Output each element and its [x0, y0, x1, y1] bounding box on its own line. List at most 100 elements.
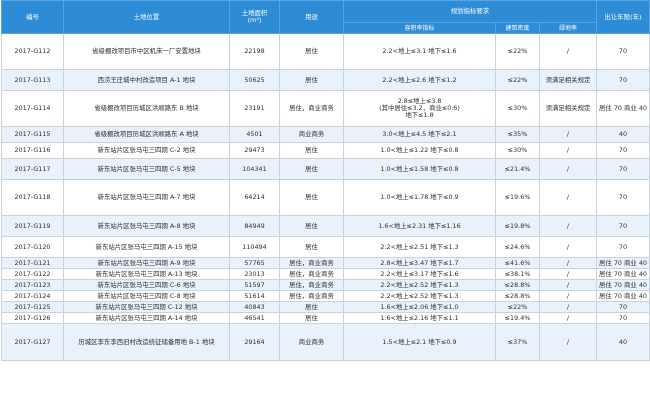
cell-green: /	[539, 142, 597, 159]
cell-use: 居住	[279, 69, 344, 91]
cell-area: 64214	[229, 179, 280, 216]
cell-density: ≤22%	[495, 69, 540, 91]
cell-use: 居住，商业商务	[279, 279, 344, 291]
table-row: 2017-G117 新东站片区张马屯三四期 C-5 地块 104341 居住 1.0<地…	[1, 158, 650, 180]
cell-use: 居住	[279, 142, 344, 159]
cell-far: 2.2<地上≤3.1 地下≤1.6	[343, 33, 496, 70]
cell-green: /	[539, 33, 597, 70]
cell-location: 新东站片区张马屯三四期 C-6 地块	[63, 279, 230, 291]
cell-area: 40843	[229, 301, 280, 313]
cell-density: ≤19.8%	[495, 215, 540, 237]
cell-area: 57765	[229, 257, 280, 269]
cell-green: /	[539, 257, 597, 269]
cell-id: 2017-G123	[1, 279, 64, 291]
cell-area: 104341	[229, 158, 280, 180]
cell-green: 须满足相关规定	[539, 69, 597, 91]
cell-term: 70	[596, 236, 650, 258]
table-row: 2017-G120 新东站片区张马屯三四期 A-15 地块 110494 居住 2.2<…	[1, 236, 650, 258]
table-row: 2017-G113 西涝王庄城中村改造项目 A-1 地块 50625 居住 2.2<地上…	[1, 69, 650, 91]
table-row: 2017-G125 新东站片区张马屯三四期 C-12 地块 40843 居住 1.6<地…	[1, 301, 650, 313]
cell-id: 2017-G120	[1, 236, 64, 258]
cell-far: 2.2<地上≤2.52 地下≤1.3	[343, 279, 496, 291]
cell-location: 新东站片区张马屯三四期 A-13 地块	[63, 268, 230, 280]
cell-use: 商业商务	[279, 323, 344, 361]
cell-use: 居住	[279, 236, 344, 258]
cell-use: 居住，商业商务	[279, 290, 344, 302]
cell-use: 居住	[279, 301, 344, 313]
cell-location: 新东站片区张马屯三四期 C-2 地块	[63, 142, 230, 159]
cell-green: /	[539, 179, 597, 216]
header-density: 建筑密度	[495, 22, 540, 34]
cell-green: /	[539, 268, 597, 280]
cell-far: 1.0<地上≤1.22 地下≤0.8	[343, 142, 496, 159]
cell-density: ≤22%	[495, 301, 540, 313]
cell-area: 23191	[229, 90, 280, 127]
cell-use: 居住，商业商务	[279, 257, 344, 269]
cell-use: 居住，商业商务	[279, 268, 344, 280]
cell-density: ≤38.1%	[495, 268, 540, 280]
cell-location: 省级棚改项目历城区洪顺路东 A 地块	[63, 126, 230, 143]
cell-location: 新东站片区张马屯三四期 A-15 地块	[63, 236, 230, 258]
cell-far: 1.5<地上≤2.1 地下≤0.9	[343, 323, 496, 361]
cell-location: 新东站片区张马屯三四期 C-8 地块	[63, 290, 230, 302]
cell-use: 居住	[279, 215, 344, 237]
cell-area: 110494	[229, 236, 280, 258]
cell-green: 须满足相关规定	[539, 90, 597, 127]
table-row: 2017-G118 新东站片区张马屯三四期 A-7 地块 64214 居住 1.0<地上…	[1, 179, 650, 216]
cell-id: 2017-G112	[1, 33, 64, 70]
cell-far: 2.2<地上≤3.17 地下≤1.6	[343, 268, 496, 280]
table-row: 2017-G123 新东站片区张马屯三四期 C-6 地块 51597 居住，商业商务 2…	[1, 279, 650, 291]
cell-id: 2017-G121	[1, 257, 64, 269]
cell-term: 40	[596, 126, 650, 143]
header-location: 土地位置	[63, 0, 230, 34]
header-area: 土地面积 (m²)	[229, 0, 280, 34]
cell-id: 2017-G113	[1, 69, 64, 91]
cell-far: 2.2<地上≤2.51 地下≤1.3	[343, 236, 496, 258]
cell-term: 40	[596, 323, 650, 361]
cell-id: 2017-G117	[1, 158, 64, 180]
table-row: 2017-G122 新东站片区张马屯三四期 A-13 地块 23013 居住，商业商务…	[1, 268, 650, 280]
cell-term: 70	[596, 69, 650, 91]
cell-use: 商业商务	[279, 126, 344, 143]
cell-far: 2.2<地上≤2.6 地下≤1.2	[343, 69, 496, 91]
cell-far: 2.2<地上≤2.52 地下≤1.3	[343, 290, 496, 302]
table-row: 2017-G119 新东站片区张马屯三四期 A-8 地块 84949 居住 1.6<地上…	[1, 215, 650, 237]
cell-far: 1.6<地上≤2.31 地下≤1.16	[343, 215, 496, 237]
cell-use: 居住	[279, 312, 344, 324]
cell-use: 居住	[279, 158, 344, 180]
cell-density: ≤24.6%	[495, 236, 540, 258]
cell-id: 2017-G115	[1, 126, 64, 143]
table-row: 2017-G112 省级棚改项目市中区机床一厂安置地块 22198 居住 2.2<地上≤…	[1, 33, 650, 70]
cell-term: 70	[596, 301, 650, 313]
cell-density: ≤28.8%	[495, 290, 540, 302]
cell-green: /	[539, 312, 597, 324]
table-row: 2017-G114 省级棚改项目历城区洪顺路东 B 地块 23191 居住，商业商务 2…	[1, 90, 650, 127]
cell-id: 2017-G118	[1, 179, 64, 216]
header-far: 容积率指标	[343, 22, 496, 34]
table-row: 2017-G126 新东站片区张马屯三四期 A-14 地块 46541 居住 1.6<地…	[1, 312, 650, 324]
header-id: 编号	[1, 0, 64, 34]
table-row: 2017-G127 历城区李东李西旧村改造统征储备用地 B-1 地块 29164 商业…	[1, 323, 650, 361]
cell-id: 2017-G124	[1, 290, 64, 302]
cell-density: ≤22%	[495, 33, 540, 70]
cell-term: 70	[596, 179, 650, 216]
cell-location: 新东站片区张马屯三四期 A-14 地块	[63, 312, 230, 324]
cell-area: 23013	[229, 268, 280, 280]
cell-use: 居住，商业商务	[279, 90, 344, 127]
cell-location: 新东站片区张马屯三四期 A-9 地块	[63, 257, 230, 269]
cell-far: 1.6<地上≤2.06 地下≤1.0	[343, 301, 496, 313]
cell-area: 29473	[229, 142, 280, 159]
table-row: 2017-G121 新东站片区张马屯三四期 A-9 地块 57765 居住，商业商务 2…	[1, 257, 650, 269]
cell-term: 70	[596, 312, 650, 324]
header-planning: 规划指标要求	[343, 0, 597, 23]
cell-density: ≤21.4%	[495, 158, 540, 180]
cell-density: ≤37%	[495, 323, 540, 361]
cell-green: /	[539, 236, 597, 258]
land-table: 编号 土地位置 土地面积 (m²) 用途 规划指标要求 出让年限(年) 容积率指…	[1, 0, 650, 361]
cell-id: 2017-G122	[1, 268, 64, 280]
cell-id: 2017-G125	[1, 301, 64, 313]
cell-density: ≤28.8%	[495, 279, 540, 291]
cell-location: 新东站片区张马屯三四期 A-7 地块	[63, 179, 230, 216]
cell-green: /	[539, 158, 597, 180]
cell-location: 新东站片区张马屯三四期 C-5 地块	[63, 158, 230, 180]
